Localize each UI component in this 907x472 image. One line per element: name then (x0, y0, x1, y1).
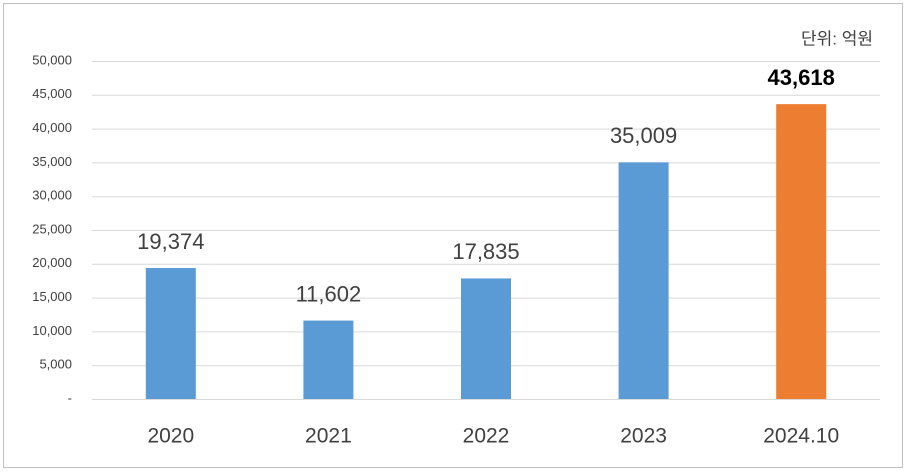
x-tick-label: 2020 (147, 425, 194, 448)
value-label: 11,602 (296, 281, 362, 306)
y-tick-label: 5,000 (39, 357, 72, 372)
x-tick-label: 2023 (620, 425, 667, 448)
bar (618, 162, 669, 399)
unit-annotation: 단위: 억원 (801, 29, 873, 48)
bar (303, 320, 354, 399)
value-label: 43,618 (768, 65, 835, 90)
x-tick-label: 2024.10 (763, 425, 839, 448)
y-tick-label: - (68, 390, 72, 405)
y-tick-label: 30,000 (32, 188, 72, 203)
y-tick-label: 15,000 (32, 289, 72, 304)
y-tick-label: 45,000 (32, 86, 72, 101)
value-label: 17,835 (452, 239, 519, 264)
bar (461, 278, 511, 399)
x-tick-label: 2021 (305, 425, 352, 448)
value-label: 35,009 (610, 123, 677, 148)
y-tick-label: 25,000 (32, 221, 72, 236)
bar (776, 104, 827, 399)
value-label: 19,374 (137, 229, 204, 254)
y-tick-label: 50,000 (32, 52, 72, 67)
y-tick-label: 40,000 (32, 120, 72, 135)
y-tick-label: 35,000 (32, 154, 72, 169)
bar (145, 268, 196, 399)
y-tick-label: 10,000 (32, 323, 72, 338)
x-tick-label: 2022 (463, 425, 510, 448)
y-tick-label: 20,000 (32, 255, 72, 270)
